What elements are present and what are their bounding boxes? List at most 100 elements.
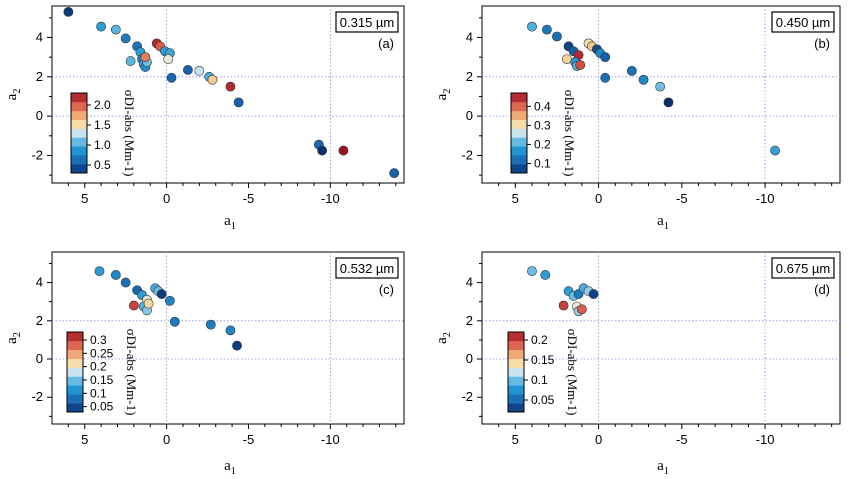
colorbar-tick-label: 0.25 [90,346,114,360]
data-point [143,298,154,309]
panel-b: 5 0 -5 -10 4 2 0 -2 a1 a2 0.450 µm (b) 0.1 0.2 0.3 0.4 σ… [434,5,841,232]
colorbar-segment [511,128,527,138]
data-point [128,300,139,311]
colorbar-tick-label: 0.15 [90,373,114,387]
wavelength-label: 0.532 µm [340,261,394,276]
colorbar-segment [71,110,87,120]
data-point [577,304,587,315]
plot-frame [51,251,405,425]
x-tick-label: -10 [756,432,775,447]
y-axis-title: a2 [4,89,23,101]
wavelength-label: 0.315 µm [340,15,394,30]
y-tick-label: 0 [36,108,43,123]
colorbar-segment [71,119,87,129]
colorbar-segment [71,155,87,165]
data-point [110,270,121,280]
colorbar-segment [67,332,83,342]
colorbar-tick-label: 0.3 [90,333,107,347]
y-axis-title: a2 [434,89,453,101]
panel-a: 5 0 -5 -10 4 2 0 -2 a1 a2 0.315 µm (a) 0.5 1.0 1.5 2.0 σ… [4,5,405,232]
colorbar-title: σDI-abs (Mm-1) [562,90,577,177]
colorbar-tick-label: 0.5 [94,158,111,172]
data-point [166,72,177,83]
colorbar-segment [508,358,524,368]
colorbar-segment [71,137,87,147]
colorbar-segment [67,358,83,368]
colorbar-segment [508,367,524,377]
data-point [110,24,121,35]
colorbar-tick-label: 0.2 [90,360,107,374]
colorbar-segment [67,376,83,386]
data-point [94,266,105,277]
panel-label: (d) [814,282,830,297]
y-tick-label: 4 [466,29,473,44]
data-point [225,325,236,336]
data-point [225,81,236,92]
data-point [588,289,599,299]
y-tick-label: 2 [466,313,473,328]
colorbar-segment [71,146,87,156]
y-tick-label: -2 [461,147,473,162]
data-point [317,145,328,156]
x-axis-title: a1 [657,458,669,477]
y-tick-label: 2 [466,69,473,84]
colorbar-segment [511,164,527,174]
colorbar-segment [511,110,527,120]
colorbar-segment [511,146,527,156]
data-point [389,168,400,179]
colorbar-tick-label: 0.2 [531,333,548,347]
x-tick-label: -10 [321,191,340,206]
y-tick-label: 2 [36,313,43,328]
data-point [527,21,537,32]
x-tick-label: 0 [163,191,170,206]
data-point [562,54,572,64]
data-point [232,340,242,351]
data-point [163,54,174,64]
data-point [600,52,611,63]
data-point [655,81,666,92]
wavelength-label: 0.450 µm [776,15,830,30]
colorbar-frame [66,331,84,413]
colorbar-tick-label: 0.1 [90,386,107,400]
colorbar-segment [71,101,87,112]
x-tick-label: 5 [81,432,88,447]
data-point [125,56,136,66]
colorbar-segment [67,403,83,413]
data-point [770,145,780,156]
panel-label: (c) [379,282,394,297]
wavelength-box [335,11,399,33]
colorbar-tick-label: 0.15 [531,353,555,367]
colorbar-tick-label: 0.1 [531,373,548,387]
colorbar-frame [507,331,525,413]
x-tick-label: -5 [676,191,688,206]
plot-frame [481,251,841,425]
colorbar-segment [67,349,83,359]
colorbar-tick-label: 0.4 [534,99,551,113]
colorbar-segment [71,164,87,174]
x-tick-label: 0 [595,432,602,447]
data-point [626,66,637,76]
y-tick-label: 0 [36,351,43,366]
colorbar-tick-label: 0.3 [534,118,551,132]
data-point [182,65,193,75]
data-point [552,31,562,42]
colorbar-segment [508,376,524,386]
wavelength-label: 0.675 µm [776,261,830,276]
colorbar-segment [71,93,87,103]
y-tick-label: 0 [466,351,473,366]
wavelength-box [771,11,835,33]
y-tick-label: -2 [31,389,43,404]
data-point [194,66,205,76]
y-tick-label: 4 [36,29,43,44]
x-tick-label: -5 [243,191,255,206]
colorbar-title: σDI-abs (Mm-1) [124,329,139,416]
data-point [575,60,586,70]
colorbar-segment [508,385,524,395]
colorbar-segment [511,101,527,112]
colorbar-segment [508,340,524,351]
data-point [527,266,537,277]
panel-d: 5 0 -5 -10 4 2 0 -2 a1 a2 0.675 µm (d) 0.05 0.1 0.15 0.… [434,251,841,477]
colorbar-segment [71,128,87,138]
colorbar-tick-label: 1.5 [94,118,111,132]
